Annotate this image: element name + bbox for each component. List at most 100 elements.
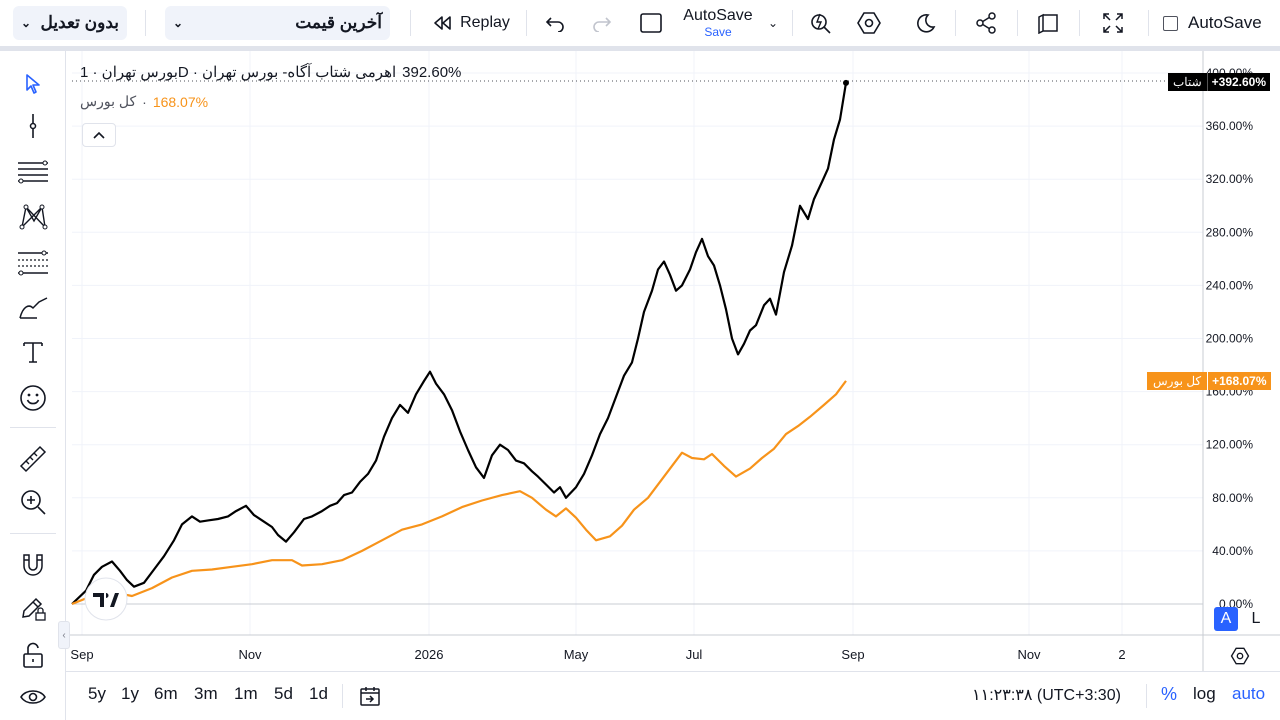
tradingview-logo[interactable] (84, 577, 128, 621)
time-axis-tick-label: Nov (1017, 647, 1041, 662)
snapshot-button[interactable] (1031, 0, 1065, 46)
auto-scale-toggle[interactable]: auto (1232, 684, 1266, 703)
emoji-tool[interactable] (13, 378, 53, 418)
range-3m-button[interactable]: 3m (194, 684, 218, 703)
divider (145, 10, 146, 36)
calendar-goto-icon (360, 687, 380, 706)
autosave-checkbox[interactable] (1163, 15, 1178, 31)
axis-settings-button[interactable] (1228, 644, 1252, 668)
log-scale-button[interactable]: L (1251, 610, 1261, 627)
clock-timezone[interactable]: ۱۱:۲۳:۳۸ (UTC+3:30) (972, 687, 1121, 704)
autosave-toggle[interactable]: AutoSave (1163, 0, 1275, 46)
chevron-down-icon: ⌄ (173, 16, 184, 30)
log-scale-toggle[interactable]: log (1193, 684, 1216, 703)
lock-tool[interactable] (13, 636, 53, 676)
compare-series-tag-value: +168.07% (1207, 372, 1271, 390)
flash-search-icon (811, 13, 831, 34)
time-axis-tick-label: Jul (686, 647, 703, 662)
magnet-icon (23, 554, 43, 576)
divider (10, 533, 56, 534)
time-axis-tick-label: 2026 (415, 647, 444, 662)
autosave-title: AutoSave (683, 7, 753, 24)
alerts-button[interactable] (804, 0, 838, 46)
cursor-arrow-icon (26, 74, 40, 94)
divider (1017, 10, 1018, 36)
pattern-icon (19, 204, 48, 230)
collapse-legend-button[interactable] (82, 123, 116, 147)
magnet-tool[interactable] (13, 545, 53, 585)
percent-scale-button[interactable]: % (1161, 684, 1178, 704)
price-axis-tick-label: 320.00% (1206, 172, 1254, 186)
chevron-down-icon: ⌄ (21, 16, 32, 30)
forecast-tool[interactable] (13, 243, 53, 283)
chart-canvas[interactable]: 0.00%40.00%80.00%120.00%160.00%200.00%24… (66, 51, 1280, 671)
autosave-save-label: Save (704, 25, 732, 39)
bottom-toolbar: 5y 1y 6m 3m 1m 5d 1d ۱۱:۲۳:۳۸ (UTC+3:30)… (66, 671, 1280, 720)
undo-icon (545, 17, 564, 32)
autosave-checkbox-label: AutoSave (1188, 13, 1262, 32)
range-6m-button[interactable]: 6m (154, 684, 178, 703)
collapse-sidebar-handle[interactable]: ‹ (58, 621, 70, 649)
time-axis[interactable]: Sep Nov 2026 May Jul Sep Nov 2 (70, 647, 1125, 662)
range-1m-button[interactable]: 1m (234, 684, 258, 703)
divider (526, 10, 527, 36)
time-axis-tick-label: May (564, 647, 589, 662)
autosave-chevron-button[interactable]: ⌄ (762, 0, 784, 46)
main-series-price-tag: شتاب +392.60% (1168, 73, 1271, 91)
redo-icon (593, 17, 612, 32)
price-axis-tick-label: 280.00% (1206, 225, 1254, 239)
layout-button[interactable] (634, 0, 668, 46)
horizontal-lines-icon (18, 160, 48, 184)
time-axis-tick-label: Sep (70, 647, 93, 662)
autosave-menu[interactable]: AutoSave Save (676, 0, 760, 46)
trend-line-tool[interactable] (13, 106, 53, 146)
redo-button[interactable] (585, 0, 619, 46)
go-to-date-button[interactable] (356, 682, 384, 710)
range-5y-button[interactable]: 5y (88, 684, 106, 703)
divider (10, 427, 56, 428)
cursor-tool[interactable] (13, 64, 53, 104)
fullscreen-icon (1103, 13, 1123, 33)
main-series-legend[interactable]: بورس تهران · 1D · اهرمی شتاب آگاه- بورس … (80, 63, 462, 82)
snapshot-icon (1038, 13, 1058, 34)
range-1d-button[interactable]: 1d (309, 684, 328, 703)
price-axis-tick-label: 80.00% (1212, 491, 1253, 505)
zoom-tool[interactable] (13, 482, 53, 522)
adjustment-dropdown[interactable]: ⌄ بدون تعدیل (13, 6, 127, 40)
range-5d-button[interactable]: 5d (274, 684, 293, 703)
compare-series-line (71, 380, 847, 606)
text-tool[interactable] (13, 332, 53, 372)
compare-series-legend[interactable]: کل بورس · 168.07% (80, 93, 208, 110)
chart-pane[interactable]: 0.00% 40.00% 80.00% 120.00% 160.00% 200.00% 24… (58, 51, 1280, 671)
brush-tool[interactable] (13, 289, 53, 329)
price-axis-tick-label: 200.00% (1206, 332, 1254, 346)
compare-series-title: کل بورس (80, 93, 137, 109)
hexagon-settings-icon (857, 12, 881, 34)
compare-series-price-tag: کل بورس +168.07% (1147, 372, 1271, 390)
lock-drawings-edit-tool[interactable] (13, 589, 53, 629)
share-button[interactable] (969, 0, 1003, 46)
price-type-dropdown[interactable]: ⌄ آخرین قیمت (165, 6, 390, 40)
text-t-icon (23, 342, 43, 363)
hexagon-settings-icon (1230, 647, 1250, 665)
divider (955, 10, 956, 36)
pattern-tool[interactable] (13, 197, 53, 237)
main-series-value: 392.60% (402, 63, 462, 81)
compare-series-tag-name: کل بورس (1147, 372, 1208, 390)
square-layout-icon (640, 13, 662, 33)
theme-toggle-button[interactable] (908, 0, 942, 46)
divider (410, 10, 411, 36)
range-1y-button[interactable]: 1y (121, 684, 139, 703)
replay-button[interactable]: Replay (430, 0, 512, 46)
undo-button[interactable] (538, 0, 572, 46)
settings-button[interactable] (852, 0, 886, 46)
last-price-marker (843, 79, 849, 86)
measure-tool[interactable] (13, 439, 53, 479)
divider (342, 684, 343, 708)
main-series-tag-value: +392.60% (1206, 73, 1271, 91)
fib-tool[interactable] (13, 152, 53, 192)
fullscreen-button[interactable] (1096, 0, 1130, 46)
auto-scale-button[interactable]: A (1214, 607, 1238, 631)
price-type-dropdown-label: آخرین قیمت (295, 13, 382, 32)
visibility-tool[interactable] (13, 677, 53, 717)
